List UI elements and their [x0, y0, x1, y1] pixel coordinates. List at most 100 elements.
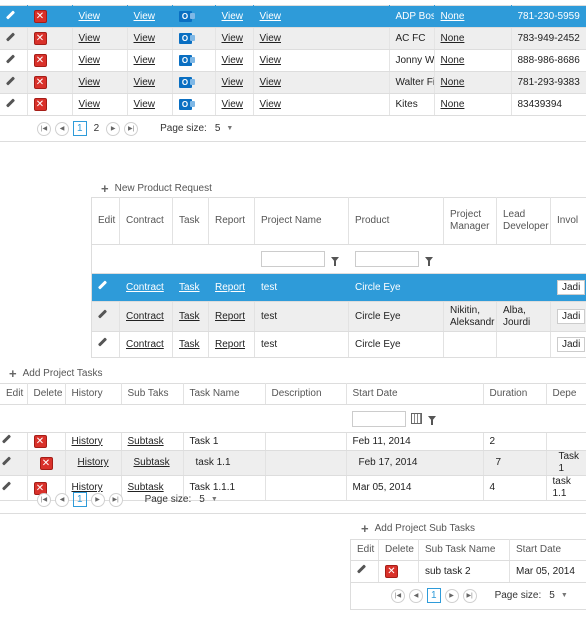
product-filter-input[interactable]: [354, 251, 419, 267]
col-start-date[interactable]: Start Date: [509, 539, 586, 561]
page-1-button[interactable]: 1: [427, 588, 441, 603]
last-page-icon[interactable]: ▶|: [124, 121, 139, 136]
none-link[interactable]: None: [440, 33, 465, 44]
table-row[interactable]: ✕ History Subtask task 1.1 Feb 17, 2014 7 Task…: [0, 450, 586, 476]
new-product-request-button[interactable]: + New Product Request: [101, 181, 212, 196]
none-link[interactable]: None: [440, 11, 465, 22]
add-project-sub-tasks-button[interactable]: + Add Project Sub Tasks: [361, 521, 475, 536]
outlook-icon[interactable]: O: [178, 77, 195, 88]
col-edit[interactable]: Edit: [350, 539, 379, 561]
edit-pencil-icon[interactable]: [98, 310, 107, 319]
table-row[interactable]: Contract Task Report test Circle Eye Jadi: [91, 273, 586, 302]
col-start-date[interactable]: Start Date: [346, 383, 484, 405]
col-lead-developer[interactable]: Lead Developer: [496, 197, 551, 245]
delete-icon[interactable]: ✕: [33, 10, 47, 23]
edit-pencil-icon[interactable]: [6, 77, 15, 86]
delete-icon[interactable]: ✕: [33, 435, 47, 448]
outlook-icon[interactable]: O: [178, 33, 195, 44]
delete-icon[interactable]: ✕: [385, 565, 398, 578]
involved-value[interactable]: Jadi: [557, 309, 586, 324]
task-link[interactable]: Task: [179, 281, 200, 293]
view-link[interactable]: View: [78, 33, 101, 44]
col-task[interactable]: Task: [172, 197, 209, 245]
subtask-link[interactable]: Subtask: [127, 435, 164, 447]
edit-pencil-icon[interactable]: [2, 435, 11, 444]
col-involved[interactable]: Invol: [550, 197, 586, 245]
contract-link[interactable]: Contract: [126, 338, 164, 350]
delete-icon[interactable]: ✕: [33, 98, 47, 111]
report-link[interactable]: Report: [215, 281, 246, 293]
col-report[interactable]: Report: [208, 197, 255, 245]
col-duration[interactable]: Duration: [483, 383, 547, 405]
edit-pencil-icon[interactable]: [98, 338, 107, 347]
view-link[interactable]: View: [133, 11, 156, 22]
outlook-icon[interactable]: O: [178, 55, 195, 66]
view-link[interactable]: View: [259, 33, 282, 44]
table-row[interactable]: ✕ History Subtask Task 1 Feb 11, 2014 2: [0, 432, 586, 451]
view-link[interactable]: View: [78, 99, 101, 110]
col-edit[interactable]: Edit: [91, 197, 120, 245]
edit-pencil-icon[interactable]: [6, 55, 15, 64]
col-dependency[interactable]: Depe: [546, 383, 586, 405]
history-link[interactable]: History: [71, 435, 103, 447]
filter-icon[interactable]: [428, 416, 436, 425]
col-edit[interactable]: Edit: [0, 383, 28, 405]
view-link[interactable]: View: [78, 55, 101, 66]
calendar-icon[interactable]: [411, 413, 422, 424]
view-link[interactable]: View: [221, 33, 244, 44]
view-link[interactable]: View: [133, 99, 156, 110]
col-sub-task-name[interactable]: Sub Task Name: [418, 539, 510, 561]
prev-page-icon[interactable]: ◀: [55, 121, 69, 136]
delete-icon[interactable]: ✕: [33, 76, 47, 89]
view-link[interactable]: View: [78, 77, 101, 88]
filter-icon[interactable]: [330, 256, 339, 266]
outlook-icon[interactable]: O: [178, 11, 195, 22]
add-project-tasks-button[interactable]: + Add Project Tasks: [9, 366, 102, 381]
contract-link[interactable]: Contract: [126, 281, 164, 293]
table-row[interactable]: ✕ sub task 2 Mar 05, 2014: [350, 560, 586, 583]
table-row[interactable]: Contract Task Report test Circle Eye Jadi: [91, 331, 586, 358]
view-link[interactable]: View: [259, 77, 282, 88]
view-link[interactable]: View: [221, 99, 244, 110]
col-sub-tasks[interactable]: Sub Taks: [121, 383, 184, 405]
outlook-icon[interactable]: O: [178, 99, 195, 110]
none-link[interactable]: None: [440, 99, 465, 110]
view-link[interactable]: View: [259, 11, 282, 22]
col-contract[interactable]: Contract: [119, 197, 173, 245]
view-link[interactable]: View: [133, 33, 156, 44]
edit-pencil-icon[interactable]: [6, 11, 15, 20]
edit-pencil-icon[interactable]: [6, 99, 15, 108]
edit-pencil-icon[interactable]: [357, 565, 366, 574]
page-size-select[interactable]: 5 ▼: [211, 122, 238, 136]
col-history[interactable]: History: [65, 383, 122, 405]
table-row[interactable]: ✕ View View O View View Walter Financial Insti…: [0, 71, 586, 94]
prev-page-icon[interactable]: ◀: [55, 492, 69, 507]
next-page-icon[interactable]: ▶: [90, 492, 105, 507]
history-link[interactable]: History: [71, 482, 103, 493]
edit-pencil-icon[interactable]: [98, 281, 107, 290]
start-date-filter-input[interactable]: [352, 410, 406, 427]
task-link[interactable]: Task: [179, 338, 200, 350]
col-project-manager[interactable]: Project Manager: [443, 197, 497, 245]
delete-icon[interactable]: ✕: [39, 456, 53, 470]
first-page-icon[interactable]: |◀: [37, 121, 51, 136]
view-link[interactable]: View: [259, 55, 282, 66]
contract-link[interactable]: Contract: [126, 310, 164, 322]
none-link[interactable]: None: [440, 55, 465, 66]
col-task-name[interactable]: Task Name: [183, 383, 266, 405]
col-delete[interactable]: Delete: [27, 383, 66, 405]
project-name-filter-input[interactable]: [260, 251, 325, 267]
table-row[interactable]: ✕ History Subtask Task 1.1.1 Mar 05, 2014 4 ta…: [0, 475, 586, 501]
subtask-link[interactable]: Subtask: [127, 482, 164, 493]
last-page-icon[interactable]: ▶|: [108, 492, 123, 507]
table-row[interactable]: ✕ View View O View View Jonny Walker None 888-98…: [0, 49, 586, 72]
filter-icon[interactable]: [424, 256, 433, 266]
view-link[interactable]: View: [221, 77, 244, 88]
page-size-select[interactable]: 5 ▼: [545, 589, 572, 603]
view-link[interactable]: View: [221, 11, 244, 22]
edit-pencil-icon[interactable]: [6, 33, 15, 42]
task-link[interactable]: Task: [179, 310, 200, 322]
col-project-name[interactable]: Project Name: [254, 197, 349, 245]
page-size-select[interactable]: 5 ▼: [195, 493, 222, 507]
